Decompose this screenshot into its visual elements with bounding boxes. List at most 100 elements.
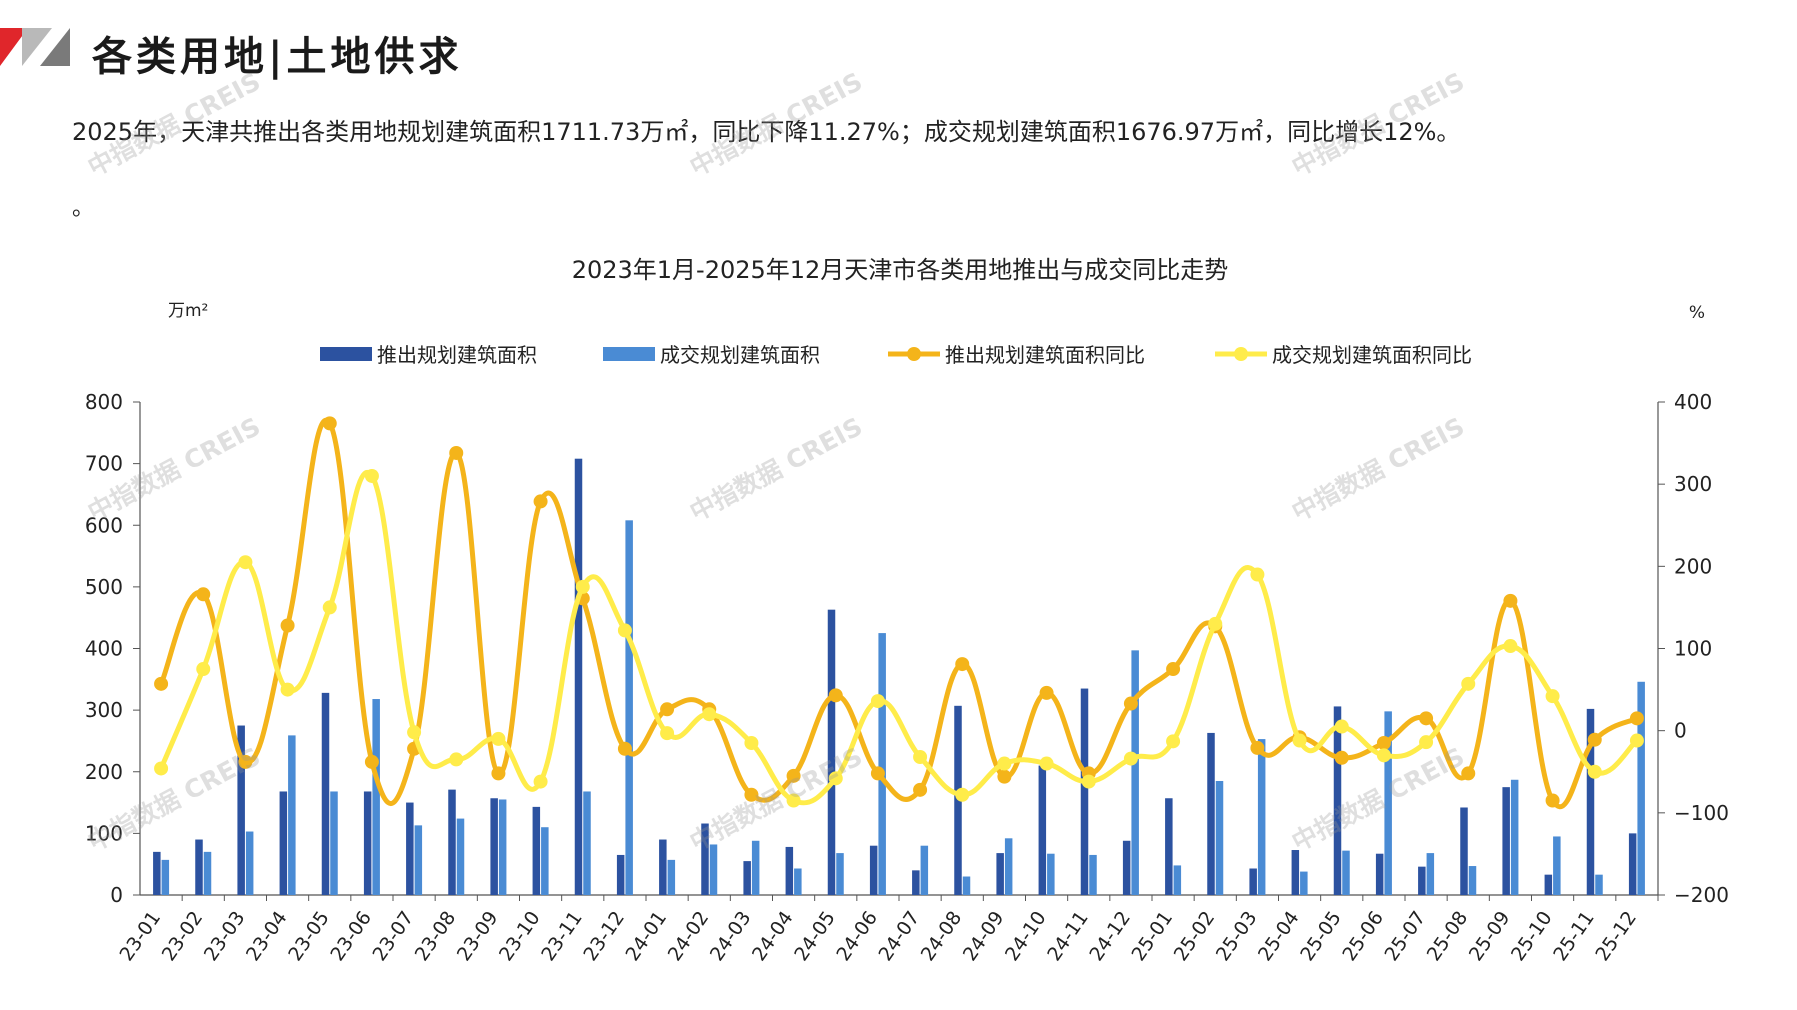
x-tick-label: 25-10 — [1507, 907, 1557, 965]
legend-label-2: 推出规划建筑面积同比 — [945, 343, 1145, 367]
left-tick-label: 500 — [85, 575, 123, 599]
bar-supply — [1080, 688, 1089, 895]
bar-supply — [406, 802, 414, 895]
line-deal-yoy — [158, 470, 1639, 806]
bar-deal — [667, 859, 676, 895]
bar-deal — [1595, 874, 1603, 895]
bar-supply — [1333, 706, 1342, 895]
point-supply-yoy — [1629, 711, 1644, 726]
left-tick-label: 0 — [110, 883, 123, 907]
right-tick-label: 400 — [1674, 390, 1712, 414]
x-tick-label: 23-04 — [242, 907, 292, 965]
point-supply-yoy — [449, 445, 464, 460]
point-deal-yoy — [660, 726, 675, 741]
point-deal-yoy — [1545, 689, 1560, 704]
bar-supply — [532, 806, 541, 895]
x-tick-label: 25-09 — [1465, 907, 1515, 965]
x-tick-label: 25-03 — [1212, 907, 1262, 965]
page-title: 各类用地|土地供求 — [92, 33, 463, 80]
point-deal-yoy — [1292, 733, 1307, 748]
legend-swatch-0 — [320, 347, 372, 361]
point-deal-yoy — [870, 694, 885, 709]
bar-deal — [203, 851, 212, 895]
x-tick-label: 23-05 — [284, 907, 334, 965]
x-tick-label: 25-07 — [1380, 907, 1430, 965]
bar-deal — [372, 699, 380, 895]
left-tick-label: 200 — [85, 760, 123, 784]
bar-deal — [1089, 854, 1097, 895]
bar-supply — [827, 609, 836, 895]
page-header: 各类用地|土地供求 — [0, 18, 700, 80]
bar-supply — [701, 823, 709, 895]
header-dark-gray-shape — [40, 28, 70, 66]
bar-deal — [836, 853, 844, 895]
bar-deal — [414, 825, 423, 895]
point-supply-yoy — [1503, 593, 1518, 608]
bar-deal — [1004, 838, 1013, 895]
point-deal-yoy — [1039, 756, 1054, 771]
bar-supply — [1628, 833, 1637, 895]
bar-supply — [1460, 807, 1468, 895]
point-supply-yoy — [1039, 685, 1054, 700]
point-supply-yoy — [786, 768, 801, 783]
right-tick-label: 200 — [1674, 554, 1712, 578]
x-tick-label: 23-02 — [158, 907, 208, 965]
x-tick-label: 24-06 — [832, 907, 882, 965]
x-tick-label: 24-01 — [621, 907, 671, 965]
chart-title: 2023年1月-2025年12月天津市各类用地推出与成交同比走势 — [572, 256, 1229, 284]
point-supply-yoy — [913, 782, 928, 797]
x-tick-label: 23-07 — [368, 907, 418, 965]
point-deal-yoy — [617, 623, 632, 638]
bar-deal — [878, 633, 886, 895]
bar-supply — [1502, 787, 1510, 895]
point-deal-yoy — [449, 752, 464, 767]
x-tick-label: 23-12 — [579, 907, 629, 965]
point-deal-yoy — [997, 756, 1012, 771]
point-supply-yoy — [322, 416, 337, 431]
point-supply-yoy — [870, 766, 885, 781]
bar-deal — [1047, 853, 1055, 895]
legend-label-3: 成交规划建筑面积同比 — [1272, 343, 1472, 367]
x-tick-label: 24-12 — [1085, 907, 1135, 965]
bar-deal — [456, 818, 465, 895]
point-supply-yoy — [660, 702, 675, 717]
legend-swatch-1 — [603, 347, 655, 361]
point-deal-yoy — [154, 761, 169, 776]
right-axis-unit: % — [1689, 303, 1705, 323]
point-supply-yoy — [1376, 735, 1391, 750]
point-deal-yoy — [280, 682, 295, 697]
bar-supply — [448, 789, 456, 895]
bar-supply — [1291, 850, 1300, 895]
bar-deal — [625, 520, 633, 895]
bar-supply — [1375, 853, 1384, 895]
point-deal-yoy — [533, 774, 548, 789]
bar-supply — [785, 846, 794, 895]
legend-label-1: 成交规划建筑面积 — [660, 343, 820, 367]
bar-supply — [574, 458, 583, 895]
bar-supply — [1418, 866, 1426, 895]
bar-deal — [1468, 866, 1477, 895]
bar-deal — [1257, 739, 1266, 895]
x-tick-label: 24-08 — [917, 907, 967, 965]
point-supply-yoy — [1250, 740, 1265, 755]
point-deal-yoy — [1081, 774, 1096, 789]
bar-deal — [1342, 850, 1350, 895]
bar-deal — [498, 799, 507, 895]
bar-deal — [1426, 853, 1435, 895]
x-tick-label: 23-11 — [537, 907, 587, 965]
x-tick-label: 23-08 — [411, 907, 461, 965]
point-supply-yoy — [154, 676, 169, 691]
legend-marker-2 — [907, 347, 921, 361]
bar-supply — [1207, 732, 1215, 895]
point-supply-yoy — [491, 766, 506, 781]
bar-deal — [1553, 836, 1561, 895]
point-deal-yoy — [575, 579, 590, 594]
point-deal-yoy — [491, 731, 506, 746]
bar-supply — [743, 861, 751, 895]
bar-supply — [1249, 868, 1257, 895]
point-deal-yoy — [1250, 567, 1265, 582]
legend-marker-3 — [1234, 347, 1248, 361]
right-tick-label: 0 — [1674, 719, 1687, 743]
bar-deal — [1131, 650, 1139, 895]
x-tick-label: 24-07 — [874, 907, 924, 965]
